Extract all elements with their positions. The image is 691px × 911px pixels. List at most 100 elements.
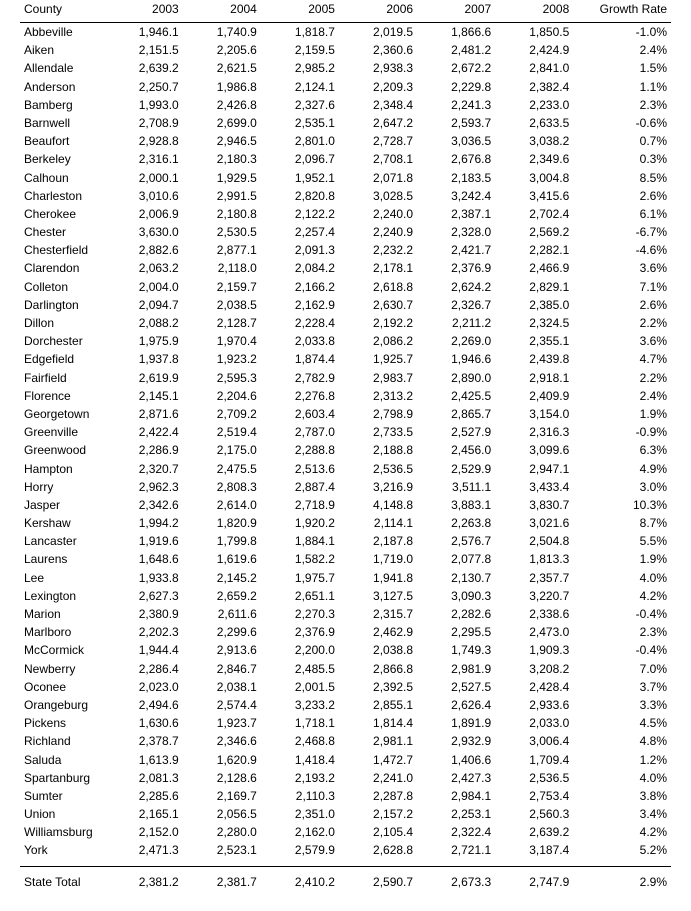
- cell-2008: 3,433.4: [495, 478, 573, 496]
- cell-2005: 2,376.9: [261, 623, 339, 641]
- cell-2003: 2,152.0: [105, 823, 183, 841]
- cell-growth: 4.0%: [573, 569, 671, 587]
- total-2007: 2,673.3: [417, 873, 495, 891]
- cell-2005: 2,110.3: [261, 787, 339, 805]
- cell-2007: 3,036.5: [417, 132, 495, 150]
- cell-2007: 2,427.3: [417, 769, 495, 787]
- cell-2007: 2,269.0: [417, 332, 495, 350]
- cell-2004: 1,923.2: [183, 350, 261, 368]
- cell-2007: 1,866.6: [417, 23, 495, 41]
- cell-2005: 2,257.4: [261, 223, 339, 241]
- county: Saluda: [20, 751, 105, 769]
- cell-2005: 2,718.9: [261, 496, 339, 514]
- cell-growth: 1.5%: [573, 59, 671, 77]
- cell-2004: 2,205.6: [183, 41, 261, 59]
- county: Darlington: [20, 296, 105, 314]
- cell-2006: 2,287.8: [339, 787, 417, 805]
- cell-2008: 2,504.8: [495, 532, 573, 550]
- cell-2007: 2,130.7: [417, 569, 495, 587]
- cell-2006: 2,708.1: [339, 150, 417, 168]
- county: Marlboro: [20, 623, 105, 641]
- county: Laurens: [20, 550, 105, 568]
- cell-2003: 2,380.9: [105, 605, 183, 623]
- table-row: Greenville2,422.42,519.42,787.02,733.52,…: [20, 423, 671, 441]
- cell-2005: 1,818.7: [261, 23, 339, 41]
- cell-2005: 2,579.9: [261, 841, 339, 859]
- cell-2006: 1,814.4: [339, 714, 417, 732]
- cell-2006: 2,798.9: [339, 405, 417, 423]
- cell-2003: 2,494.6: [105, 696, 183, 714]
- cell-2006: 4,148.8: [339, 496, 417, 514]
- cell-2005: 2,985.2: [261, 59, 339, 77]
- cell-2006: 2,105.4: [339, 823, 417, 841]
- cell-growth: 3.6%: [573, 259, 671, 277]
- cell-2005: 3,233.2: [261, 696, 339, 714]
- cell-2008: 3,208.2: [495, 660, 573, 678]
- county: Lexington: [20, 587, 105, 605]
- table-row: Kershaw1,994.21,820.91,920.22,114.12,263…: [20, 514, 671, 532]
- cell-growth: 2.6%: [573, 187, 671, 205]
- cell-2007: 2,481.2: [417, 41, 495, 59]
- cell-growth: -0.4%: [573, 605, 671, 623]
- cell-2006: 2,019.5: [339, 23, 417, 41]
- cell-2005: 2,276.8: [261, 387, 339, 405]
- table-row: Pickens1,630.61,923.71,718.11,814.41,891…: [20, 714, 671, 732]
- cell-2006: 2,241.0: [339, 769, 417, 787]
- cell-2005: 1,920.2: [261, 514, 339, 532]
- cell-2005: 2,513.6: [261, 460, 339, 478]
- cell-growth: -0.4%: [573, 641, 671, 659]
- cell-2003: 2,320.7: [105, 460, 183, 478]
- county: Oconee: [20, 678, 105, 696]
- cell-2007: 1,749.3: [417, 641, 495, 659]
- cell-2008: 1,909.3: [495, 641, 573, 659]
- cell-2003: 1,975.9: [105, 332, 183, 350]
- table-row: Dorchester1,975.91,970.42,033.82,086.22,…: [20, 332, 671, 350]
- table-row: Darlington2,094.72,038.52,162.92,630.72,…: [20, 296, 671, 314]
- cell-2004: 1,923.7: [183, 714, 261, 732]
- county: Bamberg: [20, 96, 105, 114]
- cell-2008: 1,709.4: [495, 751, 573, 769]
- cell-growth: 4.5%: [573, 714, 671, 732]
- cell-2003: 2,151.5: [105, 41, 183, 59]
- cell-2004: 2,175.0: [183, 441, 261, 459]
- cell-2007: 2,984.1: [417, 787, 495, 805]
- cell-2007: 2,211.2: [417, 314, 495, 332]
- cell-growth: 2.2%: [573, 369, 671, 387]
- table-row: Marion2,380.92,611.62,270.32,315.72,282.…: [20, 605, 671, 623]
- cell-2005: 2,327.6: [261, 96, 339, 114]
- cell-2008: 3,099.6: [495, 441, 573, 459]
- cell-2007: 2,527.5: [417, 678, 495, 696]
- cell-2004: 2,038.5: [183, 296, 261, 314]
- county: Marion: [20, 605, 105, 623]
- cell-2006: 2,192.2: [339, 314, 417, 332]
- cell-2005: 1,582.2: [261, 550, 339, 568]
- cell-2006: 2,733.5: [339, 423, 417, 441]
- cell-2005: 2,485.5: [261, 660, 339, 678]
- cell-2004: 2,159.7: [183, 278, 261, 296]
- cell-2007: 2,624.2: [417, 278, 495, 296]
- cell-2008: 3,187.4: [495, 841, 573, 859]
- total-growth: 2.9%: [573, 873, 671, 891]
- cell-2003: 1,613.9: [105, 751, 183, 769]
- cell-2004: 2,595.3: [183, 369, 261, 387]
- cell-2006: 1,925.7: [339, 350, 417, 368]
- cell-2003: 1,919.6: [105, 532, 183, 550]
- cell-2004: 2,299.6: [183, 623, 261, 641]
- cell-2007: 1,406.6: [417, 751, 495, 769]
- cell-2003: 3,010.6: [105, 187, 183, 205]
- cell-2006: 2,728.7: [339, 132, 417, 150]
- cell-growth: 4.2%: [573, 587, 671, 605]
- cell-growth: 0.3%: [573, 150, 671, 168]
- county: Anderson: [20, 78, 105, 96]
- cell-2003: 2,250.7: [105, 78, 183, 96]
- cell-growth: 2.4%: [573, 387, 671, 405]
- cell-2004: 2,169.7: [183, 787, 261, 805]
- total-2003: 2,381.2: [105, 873, 183, 891]
- cell-growth: 1.1%: [573, 78, 671, 96]
- county: Union: [20, 805, 105, 823]
- table-row: Newberry2,286.42,846.72,485.52,866.82,98…: [20, 660, 671, 678]
- cell-2006: 2,392.5: [339, 678, 417, 696]
- county: Williamsburg: [20, 823, 105, 841]
- cell-2008: 2,033.0: [495, 714, 573, 732]
- table-row: Williamsburg2,152.02,280.02,162.02,105.4…: [20, 823, 671, 841]
